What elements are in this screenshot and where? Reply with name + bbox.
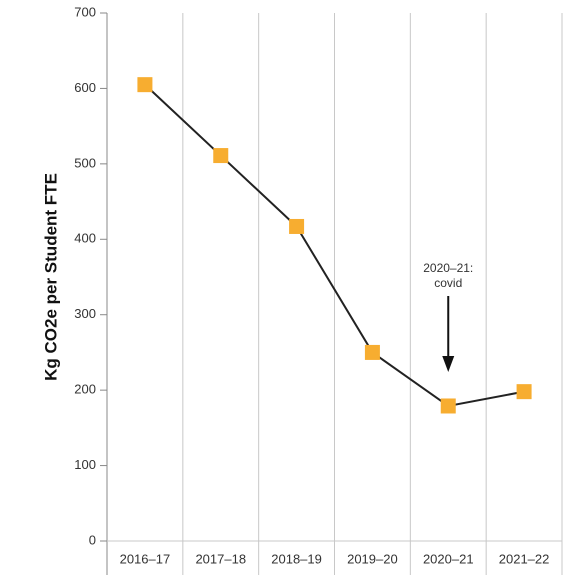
marker [440, 398, 456, 414]
line [144, 83, 525, 408]
marker [516, 384, 532, 400]
annotation: 2020–21: [423, 261, 473, 275]
marker [137, 77, 153, 93]
y-tick-label: 300 [74, 306, 96, 321]
x-tick-label: 2016–17 [120, 551, 171, 566]
x-tick-label: 2017–18 [195, 551, 246, 566]
y-tick-label: 0 [89, 532, 96, 547]
x-tick-label: 2020–21 [423, 551, 474, 566]
y-tick-label: 700 [74, 4, 96, 19]
annotation: covid [434, 276, 462, 290]
marker [289, 218, 305, 234]
marker [213, 148, 229, 164]
y-tick-label: 100 [74, 457, 96, 472]
y-tick-label: 600 [74, 80, 96, 95]
y-tick-label: 400 [74, 231, 96, 246]
y-axis-label: Kg CO2e per Student FTE [41, 173, 60, 381]
marker [364, 344, 380, 360]
x-tick-label: 2021–22 [499, 551, 550, 566]
annotation-arrowhead [442, 356, 455, 372]
y-tick-label: 200 [74, 382, 96, 397]
y-tick-label: 500 [74, 155, 96, 170]
x-tick-label: 2019–20 [347, 551, 398, 566]
x-tick-label: 2018–19 [271, 551, 322, 566]
